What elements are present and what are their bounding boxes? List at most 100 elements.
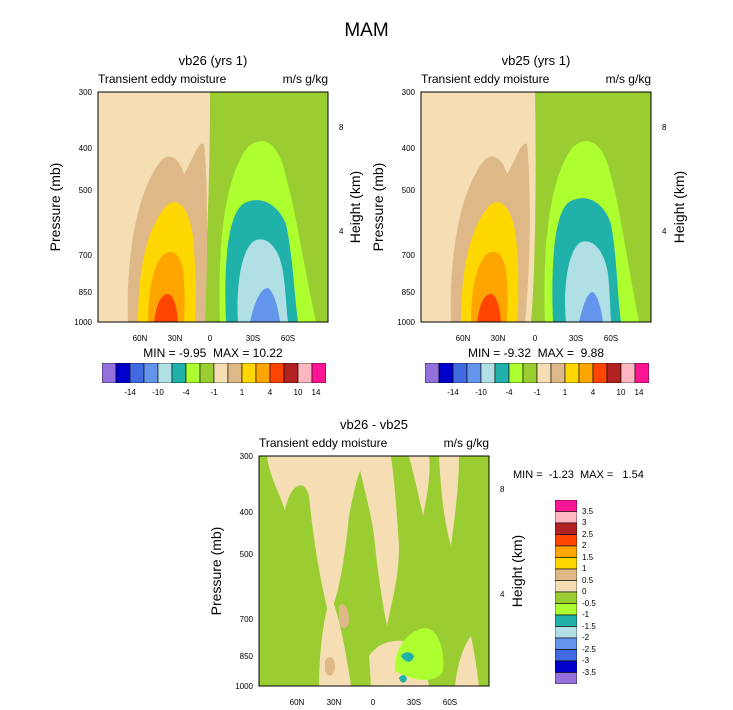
panel3-colorbar-label: -2.5 [582,644,596,654]
panel1-left-label: Transient eddy moisture [98,72,227,86]
panel1-ytick: 700 [79,251,93,260]
panel1-right-label: m/s g/kg [282,72,328,86]
panel3-pos-blob-right [439,456,459,546]
panel3-contour-neg15 [401,652,414,662]
panel3-stats: MIN = -1.23 MAX = 1.54 [513,469,644,481]
panel3-ytick: 400 [240,508,254,517]
panel2-xtick: 0 [533,334,538,343]
panel2-title: vb25 (yrs 1) [501,53,571,68]
panel3-colorbar-label: 1 [582,564,587,573]
panel3-colorbar-label: -0.5 [582,598,596,608]
panel3-ytick: 850 [240,652,254,661]
panel2-ytick: 400 [402,144,416,153]
panel3-xtick: 30S [407,698,421,707]
panel2-ytick: 500 [402,186,416,195]
panel3-pos-blob-low [455,636,479,686]
panel3-colorbar-label: 2 [582,541,587,550]
panel1-y2tick: 4 [339,227,344,236]
colorbar-swatch [555,626,577,639]
panel2-contour-pos14 [477,294,501,322]
panel3-frame [258,455,490,687]
panel1-colorbar-label: -4 [182,388,190,397]
colorbar-swatch [555,649,577,662]
panel1-ytick: 300 [79,88,93,97]
panel3-ytick: 700 [240,615,254,624]
panel2-xtick: 60N [456,334,471,343]
panel1-xtick: 60S [281,334,295,343]
panel2-colorbar [425,363,649,383]
colorbar-swatch [311,363,326,383]
colorbar-swatch [634,363,649,383]
colorbar-swatch [555,591,577,604]
colorbar-swatch [555,511,577,524]
colorbar-swatch [555,568,577,581]
colorbar-swatch [555,522,577,535]
panel1-colorbar-label: 4 [267,388,273,397]
panel1-ytick: 850 [79,288,93,297]
panel3-ytick: 300 [240,452,254,461]
panel1-title: vb26 (yrs 1) [178,53,248,68]
panel3-colorbar-label: 3 [582,518,587,527]
panel3-xtick: 30N [327,698,342,707]
panel2-left-label: Transient eddy moisture [421,72,550,86]
panel2-y2tick: 8 [662,123,667,132]
panel1-colorbar-label: 10 [293,388,303,397]
panel3-contour-pos05-b [325,656,335,676]
panel2-xtick: 30S [569,334,583,343]
panel1-colorbar-labels: -14 -10 -4 -1 1 4 10 14 [102,388,326,400]
panel3-colorbar-labels: 3.5 3 2.5 2 1.5 1 0.5 0 -0.5 -1 -1.5 -2 -2.5 -3 -3.5 [582,500,622,684]
colorbar-swatch [555,580,577,593]
panel2-frame [420,91,652,323]
panel3-ytick: 1000 [235,682,253,691]
panel3-contour-neg05 [394,628,444,681]
panel3-pos-strip-center [357,456,399,626]
panel1-xtick: 30N [168,334,183,343]
panel3-pos-strip-right [409,456,430,516]
colorbar-swatch [555,672,577,684]
panel1-ytick: 400 [79,144,93,153]
panel2-colorbar-labels: -14 -10 -4 -1 1 4 10 14 [425,388,649,400]
colorbar-swatch [555,534,577,547]
panel1-xtick: 0 [208,334,213,343]
panel2-y2tick: 4 [662,227,667,236]
panel3-colorbar-label: -1 [582,610,590,619]
panel2-right-label: m/s g/kg [605,72,651,86]
panel3-colorbar-label: 2.5 [582,529,594,539]
panel1-colorbar-label: 14 [311,388,321,397]
panel3-pos-strip [267,456,369,616]
colorbar-swatch [555,500,577,512]
panel1-ytick: 1000 [74,318,92,327]
panel3-colorbar [555,500,577,684]
panel2-ytick: 850 [402,288,416,297]
panel3-xtick: 60S [443,698,457,707]
panel1-stats: MIN = -9.95 MAX = 10.22 [143,346,283,360]
panel1-colorbar-label: -1 [210,388,218,397]
panel2-contour-neg14 [579,292,603,322]
panel3-ytick: 500 [240,550,254,559]
panel1-colorbar [102,363,326,383]
panel3-contour-pos05 [339,604,349,629]
panel2-ytick: 1000 [397,318,415,327]
panel2-colorbar-label: 14 [634,388,644,397]
panel3-colorbar-label: 1.5 [582,552,594,562]
panel2-colorbar-label: -10 [475,388,487,397]
panel3-colorbar-label: 0.5 [582,575,594,585]
panel2-colorbar-label: 10 [616,388,626,397]
panel3-colorbar-label: -1.5 [582,621,596,631]
panel2-contour-pos10 [471,251,508,322]
panel2-ytick: 700 [402,251,416,260]
colorbar-swatch [555,557,577,570]
panel2-colorbar-label: 1 [562,388,568,397]
panel3-y2tick: 4 [500,590,505,599]
panel1-xtick: 60N [133,334,148,343]
panel2-colorbar-label: -1 [533,388,541,397]
panel2-colorbar-label: -14 [447,388,459,397]
panel1-xtick: 30S [246,334,260,343]
panel1-contour-pos10 [148,251,185,322]
panel3-title: vb26 - vb25 [340,417,408,432]
panel3-xtick: 0 [371,698,376,707]
panel3-colorbar-label: -3 [582,656,590,665]
